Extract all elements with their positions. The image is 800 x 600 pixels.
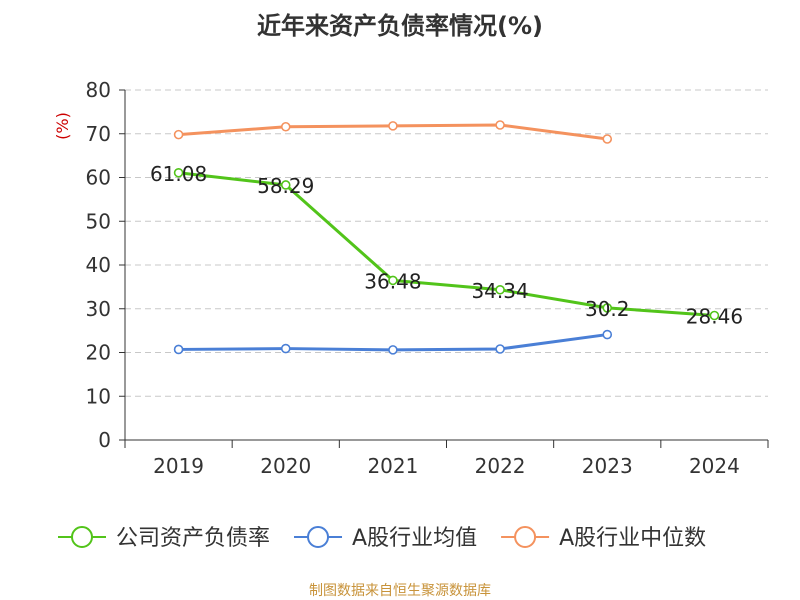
data-label: 61.08 [150, 162, 207, 186]
source-note: 制图数据来自恒生聚源数据库 [309, 583, 491, 599]
data-point [602, 303, 613, 313]
x-tick-label: 2020 [260, 454, 311, 478]
legend-swatch-marker [307, 526, 330, 548]
x-tick-label: 2019 [153, 454, 204, 478]
y-tick-label: 50 [86, 209, 111, 233]
data-point [280, 343, 291, 354]
legend-label: A股行业中位数 [559, 526, 706, 551]
chart-title: 近年来资产负债率情况(%) [257, 12, 543, 40]
data-point [173, 344, 184, 355]
data-point [602, 134, 613, 144]
data-point [709, 310, 720, 321]
data-point [495, 284, 505, 295]
y-tick-label: 40 [86, 253, 111, 277]
legend-label: 公司资产负债率 [116, 526, 270, 551]
data-label: 36.48 [364, 269, 421, 293]
x-tick-label: 2024 [689, 454, 740, 478]
y-tick-label: 60 [86, 166, 111, 190]
y-tick-label: 0 [98, 428, 111, 452]
legend-label: A股行业均值 [352, 526, 477, 551]
legend-swatch-marker [514, 526, 537, 548]
data-point [388, 275, 398, 286]
data-point [495, 120, 505, 130]
y-tick-label: 80 [86, 78, 111, 102]
x-tick-label: 2023 [582, 454, 633, 478]
y-tick-label: 70 [86, 122, 111, 146]
data-label: 58.29 [257, 174, 314, 198]
data-point [280, 180, 291, 190]
x-tick-label: 2021 [367, 454, 418, 478]
data-point [388, 345, 398, 355]
data-point [602, 329, 613, 340]
y-tick-label: 10 [86, 384, 111, 408]
x-tick-label: 2022 [475, 454, 526, 478]
data-point [495, 344, 505, 354]
y-axis-label: (%) [53, 112, 72, 140]
y-tick-label: 20 [86, 341, 111, 365]
data-label: 30.2 [585, 297, 630, 321]
data-point [173, 167, 184, 178]
legend-swatch-marker [71, 526, 93, 548]
data-point [280, 121, 291, 132]
data-label: 34.34 [471, 279, 528, 303]
data-label: 28.46 [686, 304, 743, 328]
data-point [173, 129, 184, 140]
series-line-0 [178, 171, 715, 317]
y-tick-label: 30 [86, 297, 111, 321]
data-point [388, 121, 398, 131]
